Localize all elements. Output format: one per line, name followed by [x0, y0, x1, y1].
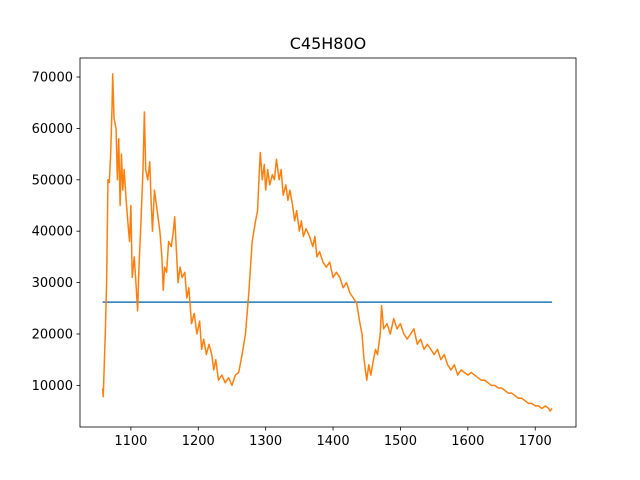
y-tick-label: 50000	[32, 173, 73, 188]
x-tick-label: 1700	[519, 434, 552, 449]
x-tick-label: 1200	[182, 434, 215, 449]
x-tick-label: 1500	[384, 434, 417, 449]
y-tick-label: 70000	[32, 71, 73, 86]
chart-title: C45H80O	[290, 34, 367, 53]
y-tick-label: 40000	[32, 225, 73, 240]
x-tick-label: 1400	[317, 434, 350, 449]
x-tick-label: 1300	[249, 434, 282, 449]
y-tick-label: 10000	[32, 379, 73, 394]
axes-frame	[79, 57, 577, 428]
x-tick-label: 1100	[114, 434, 147, 449]
data-line	[101, 73, 553, 412]
x-tick-label: 1600	[451, 434, 484, 449]
y-tick-label: 20000	[32, 327, 73, 342]
y-tick-label: 30000	[32, 276, 73, 291]
y-tick-label: 60000	[32, 122, 73, 137]
